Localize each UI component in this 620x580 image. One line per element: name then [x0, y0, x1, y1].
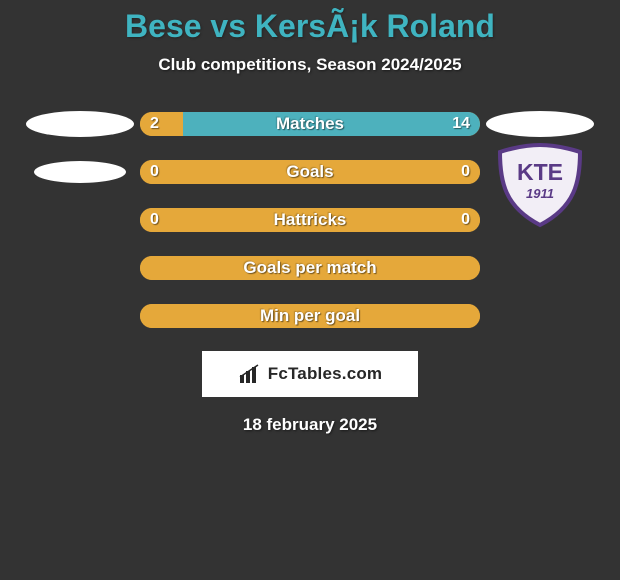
stat-row-matches: 2 14 Matches	[0, 111, 620, 137]
bar-gpm: Goals per match	[140, 256, 480, 280]
bar-label: Matches	[140, 112, 480, 136]
stat-row-goals: 0 0 Goals KTE 1911	[0, 159, 620, 185]
bar-mpg: Min per goal	[140, 304, 480, 328]
footer-date: 18 february 2025	[0, 415, 620, 435]
kte-badge: KTE 1911	[490, 142, 590, 228]
left-team-ellipse	[26, 111, 134, 137]
right-badge-slot	[480, 111, 600, 137]
bar-label: Min per goal	[140, 304, 480, 328]
bar-goals: 0 0 Goals	[140, 160, 480, 184]
left-badge-slot	[20, 111, 140, 137]
bar-matches: 2 14 Matches	[140, 112, 480, 136]
fctables-text: FcTables.com	[268, 364, 383, 384]
left-team-ellipse-small	[34, 161, 126, 183]
bar-label: Goals	[140, 160, 480, 184]
stat-row-gpm: Goals per match	[0, 255, 620, 281]
subtitle: Club competitions, Season 2024/2025	[0, 55, 620, 75]
kte-text: KTE	[517, 159, 563, 185]
kte-year: 1911	[526, 186, 554, 201]
bar-hattricks: 0 0 Hattricks	[140, 208, 480, 232]
page-title: Bese vs KersÃ¡k Roland	[0, 0, 620, 45]
stats-container: 2 14 Matches 0 0 Goals KTE 1911	[0, 111, 620, 329]
stat-row-mpg: Min per goal	[0, 303, 620, 329]
left-badge-slot	[20, 161, 140, 183]
bar-label: Goals per match	[140, 256, 480, 280]
right-team-ellipse	[486, 111, 594, 137]
fctables-box: FcTables.com	[202, 351, 418, 397]
fctables-chart-icon	[238, 363, 264, 385]
bar-label: Hattricks	[140, 208, 480, 232]
